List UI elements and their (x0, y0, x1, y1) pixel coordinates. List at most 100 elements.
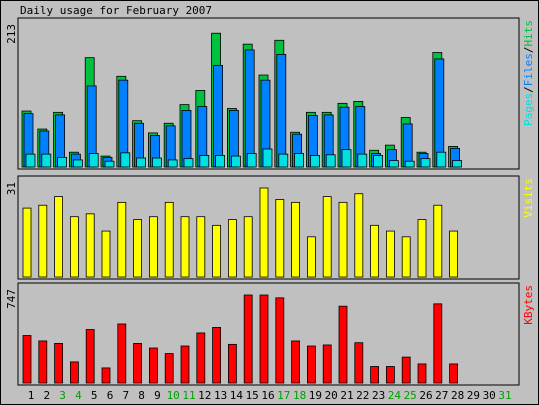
pages-bar (404, 160, 415, 168)
pages-bar (341, 149, 352, 168)
visits-bar (322, 196, 332, 278)
visits-bar (212, 224, 222, 278)
legend-entry: Hits (522, 20, 535, 47)
day-label: 21 (340, 389, 353, 402)
files-bar (213, 64, 224, 168)
day-label: 13 (214, 389, 227, 402)
pages-bar (120, 152, 131, 168)
kbytes-bar (196, 332, 206, 384)
pages-bar (151, 157, 162, 168)
pages-bar (357, 153, 368, 168)
kbytes-bar (180, 345, 190, 384)
pages-bar (436, 151, 447, 168)
day-label: 19 (309, 389, 322, 402)
pages-bar (294, 153, 305, 168)
visits-bar (259, 187, 269, 278)
kbytes-bar (291, 340, 301, 384)
kbytes-bar (354, 342, 364, 384)
day-label: 25 (404, 389, 417, 402)
kbytes-bar (85, 329, 95, 384)
kbytes-bar (385, 366, 395, 384)
day-label: 14 (230, 389, 244, 402)
day-label: 7 (122, 389, 129, 402)
legend: KBytes (522, 285, 535, 325)
visits-bar (85, 213, 95, 278)
kbytes-bar (417, 363, 427, 384)
legend-entry: Visits (522, 178, 535, 218)
visits-bar (38, 204, 48, 278)
kbytes-bar (227, 343, 237, 384)
kbytes-bar (322, 344, 332, 384)
pages-bar (88, 153, 99, 168)
pages-bar (246, 153, 257, 168)
axis-max-label: 31 (5, 182, 18, 195)
pages-bar (452, 160, 463, 168)
pages-bar (104, 160, 115, 168)
day-label: 22 (356, 389, 369, 402)
kbytes-bar (449, 363, 459, 384)
pages-bar (183, 158, 194, 168)
pages-bar (25, 153, 36, 168)
day-label: 11 (182, 389, 195, 402)
day-label: 20 (325, 389, 338, 402)
visits-bar (22, 207, 32, 278)
visits-bar (70, 216, 79, 278)
day-label: 10 (167, 389, 180, 402)
visits-bar (306, 236, 316, 278)
files-bar (276, 54, 287, 168)
kbytes-bar (338, 305, 348, 384)
visits-bar (291, 201, 301, 278)
day-label: 27 (435, 389, 448, 402)
day-label: 30 (483, 389, 496, 402)
visits-bar (449, 230, 459, 278)
pages-bar (388, 160, 399, 168)
day-label: 26 (419, 389, 432, 402)
day-label: 18 (293, 389, 306, 402)
visits-bar (164, 201, 174, 278)
visits-bar (385, 230, 395, 278)
visits-bar (148, 216, 158, 278)
day-label: 23 (372, 389, 385, 402)
axis-max-label: 747 (5, 289, 18, 309)
visits-bar (401, 236, 411, 278)
panel-frame (17, 282, 520, 386)
panel-frame (17, 175, 520, 280)
legend-entry: / (522, 47, 535, 54)
visits-bar (117, 201, 127, 278)
pages-bar (167, 159, 178, 168)
visits-bar (54, 196, 63, 278)
pages-bar (199, 155, 210, 168)
day-label: 3 (59, 389, 66, 402)
visits-bar (338, 201, 348, 278)
day-label: 4 (75, 389, 82, 402)
day-label: 16 (261, 389, 274, 402)
pages-bar (57, 156, 67, 168)
day-label: 29 (467, 389, 480, 402)
files-bar (402, 123, 413, 168)
kbytes-bar (164, 353, 174, 384)
visits-bar (354, 193, 364, 278)
pages-bar (278, 153, 289, 168)
legend-entry: KBytes (522, 285, 535, 325)
visits-bar (370, 224, 380, 278)
kbytes-bar (212, 326, 222, 384)
pages-bar (373, 155, 384, 168)
day-label: 2 (43, 389, 50, 402)
visits-bar (180, 216, 190, 278)
day-label: 17 (277, 389, 290, 402)
day-label: 28 (451, 389, 464, 402)
legend: Visits (522, 178, 535, 218)
pages-bar (73, 159, 83, 168)
kbytes-bar (370, 366, 380, 384)
kbytes-bar (243, 294, 253, 384)
kbytes-bar (117, 323, 127, 384)
visits-bar (433, 204, 443, 278)
visits-bar (275, 199, 285, 278)
visits-bar (227, 219, 237, 278)
kbytes-bar (275, 297, 285, 384)
day-label: 24 (388, 389, 402, 402)
pages-bar (420, 158, 431, 168)
visits-bar (196, 216, 206, 278)
day-label: 9 (154, 389, 161, 402)
kbytes-bar (306, 345, 316, 384)
